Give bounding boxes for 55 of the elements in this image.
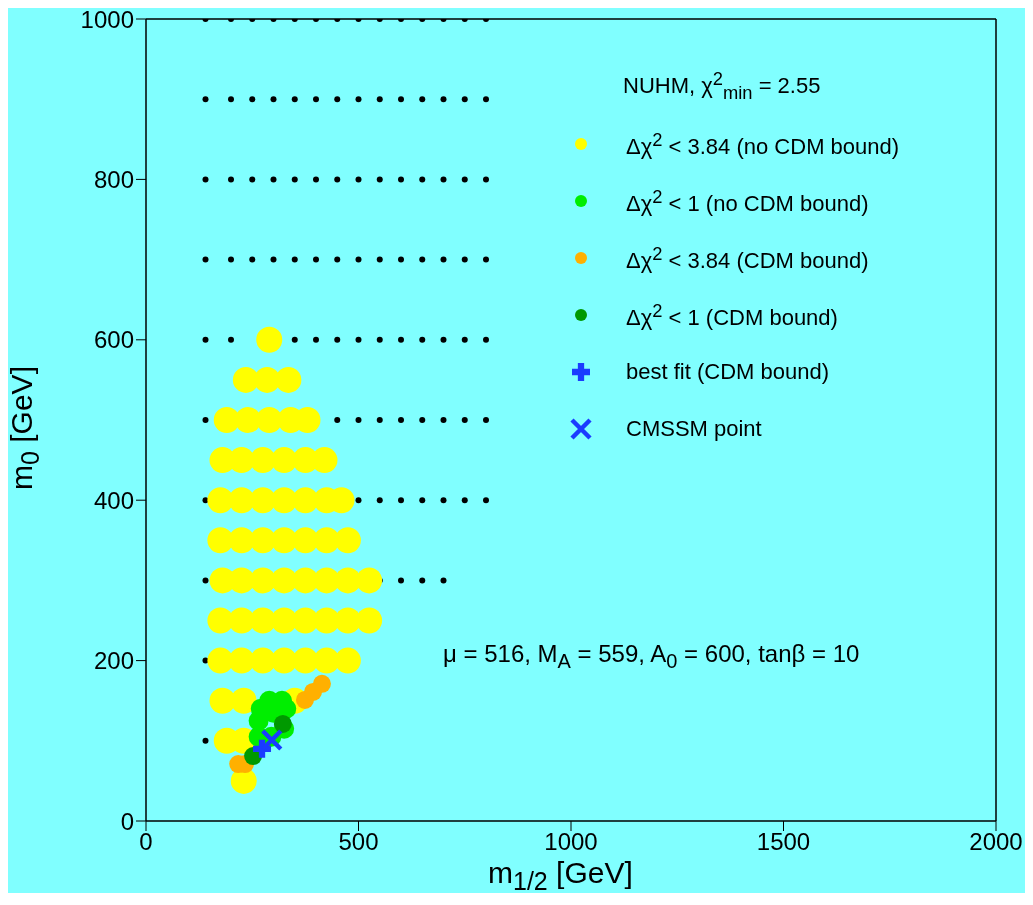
point	[260, 728, 284, 752]
point	[207, 607, 234, 634]
x-axis-title: m$_{1/2}$ [GeV]	[488, 856, 633, 896]
point	[292, 647, 319, 674]
point	[271, 527, 298, 554]
annotation: μ = 516, M$_{A}$ = 559, A$_{0}$ = 600, tanβ = 10	[443, 640, 860, 673]
point	[256, 326, 283, 353]
point	[207, 487, 234, 514]
x-tick-label: 1500	[756, 828, 811, 856]
legend-label: Δχ$^{2}$ < 1 (no CDM bound)	[626, 185, 869, 217]
point	[292, 607, 319, 634]
point	[254, 366, 281, 393]
point	[312, 674, 331, 693]
point	[292, 487, 319, 514]
legend-title: NUHM, χ$^{2}$$_{min}$ = 2.55	[623, 68, 822, 104]
point	[313, 607, 340, 634]
point	[356, 567, 383, 594]
point	[230, 687, 257, 714]
point	[334, 527, 361, 554]
point	[235, 407, 261, 433]
x-tick-label: 500	[338, 828, 379, 856]
legend-label: Δχ$^{2}$ < 3.84 (CDM bound)	[626, 242, 869, 274]
point	[275, 366, 302, 393]
point	[249, 447, 276, 474]
y-tick-label: 0	[120, 807, 134, 835]
legend-label: CMSSM point	[626, 416, 762, 443]
point	[273, 714, 292, 733]
x-tick-label: 0	[139, 828, 153, 856]
legend-label: Δχ$^{2}$ < 3.84 (no CDM bound)	[626, 128, 900, 160]
point	[213, 407, 240, 433]
point	[249, 567, 276, 594]
x-tick-label: 1000	[544, 828, 598, 856]
y-tick-label: 200	[93, 647, 134, 675]
point	[228, 607, 255, 634]
point	[271, 487, 298, 514]
y-tick-label: 600	[93, 326, 134, 354]
point	[292, 567, 319, 594]
point	[334, 567, 361, 594]
point	[232, 366, 259, 393]
point	[334, 647, 361, 674]
legend-label: best fit (CDM bound)	[626, 359, 829, 386]
point	[207, 647, 234, 674]
y-tick-label: 1000	[80, 5, 134, 33]
point	[271, 447, 298, 474]
point	[249, 647, 276, 674]
point	[356, 607, 383, 634]
legend-label: Δχ$^{2}$ < 1 (CDM bound)	[626, 299, 838, 331]
point	[292, 527, 319, 554]
point	[249, 527, 276, 554]
point	[207, 527, 234, 554]
point	[249, 487, 276, 514]
y-tick-label: 400	[93, 486, 134, 514]
point	[256, 407, 283, 433]
y-tick-label: 800	[93, 165, 134, 193]
x-tick-label: 2000	[969, 828, 1023, 856]
